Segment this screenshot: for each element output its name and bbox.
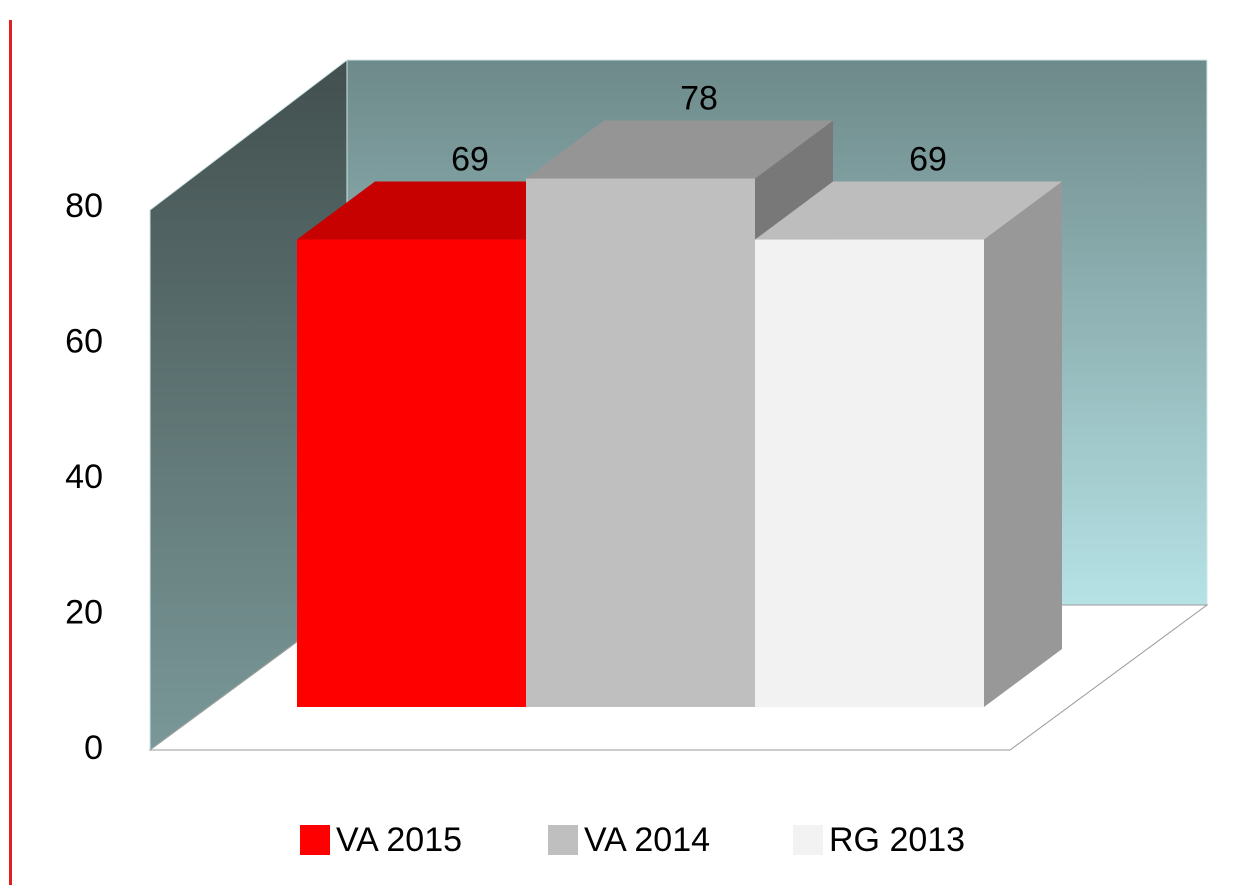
data-label: 69 [909, 141, 947, 179]
y-tick-label: 20 [65, 593, 103, 631]
legend-swatch [300, 825, 330, 855]
accent-line [9, 20, 12, 885]
legend-label: VA 2014 [584, 821, 710, 859]
data-label: 69 [451, 141, 489, 179]
legend-swatch [548, 825, 578, 855]
bar [755, 239, 984, 707]
bar [297, 239, 526, 707]
bar-top [526, 120, 833, 179]
legend-label: VA 2015 [336, 821, 462, 859]
bar-top [755, 181, 1062, 240]
legend-swatch [793, 825, 823, 855]
y-tick-label: 80 [65, 187, 103, 225]
legend-label: RG 2013 [829, 821, 965, 859]
y-tick-label: 0 [84, 729, 103, 767]
y-tick-label: 40 [65, 458, 103, 496]
y-tick-label: 60 [65, 322, 103, 360]
bar-side [984, 181, 1062, 707]
data-label: 78 [680, 80, 718, 118]
bar [526, 178, 755, 708]
